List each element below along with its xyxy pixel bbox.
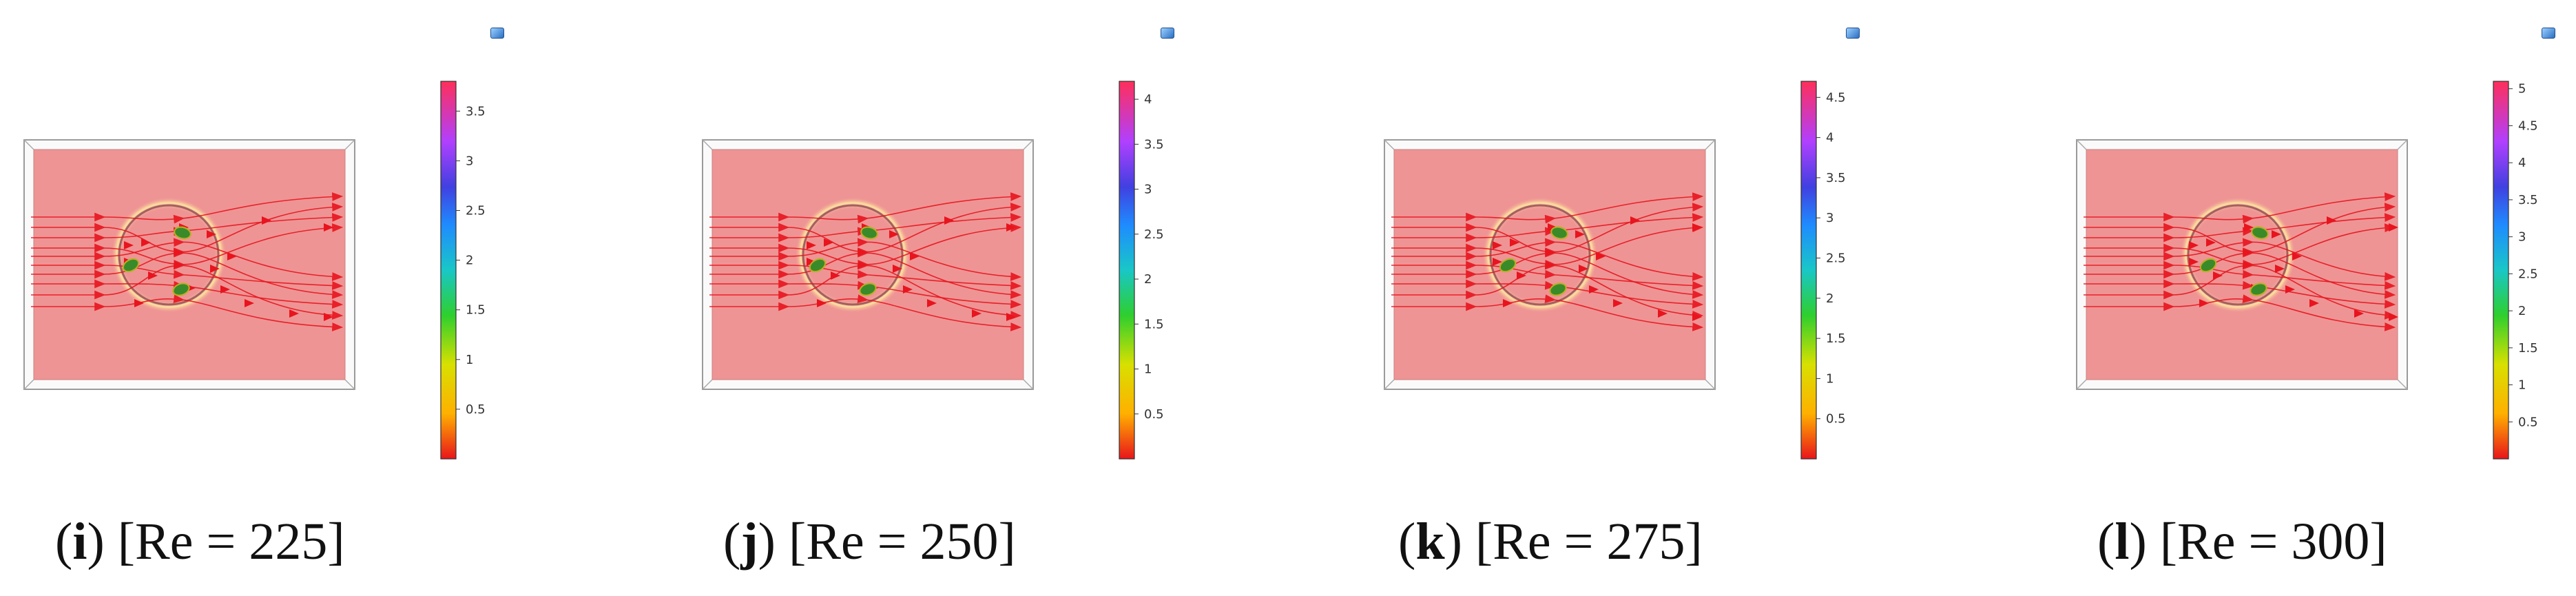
panel-caption: (j) [Re = 250] [723, 513, 1016, 571]
panel-l: 5 4.5 4 3.5 3 2.5 2 1.5 1 0.5 (l) [Re = 300] [2053, 0, 2576, 596]
particles [1499, 226, 1568, 296]
colorbar-tick-label: 2 [2518, 304, 2526, 318]
colorbar-tick-label: 2 [466, 254, 473, 268]
colorbar-tick-label: 1.5 [466, 303, 486, 318]
colorbar-tick-label: 3.5 [1144, 137, 1164, 152]
colorbar-tick-label: 0.5 [1826, 412, 1846, 427]
colorbar-tick-label: 1 [1144, 362, 1152, 377]
panel-k: 4.5 4 3.5 3 2.5 2 1.5 1 0.5 (k) [Re = 275] [1360, 0, 2004, 596]
view-cube-icon[interactable] [1846, 28, 1860, 39]
panel-caption: (k) [Re = 275] [1398, 513, 1703, 571]
colorbar-tick-label: 2.5 [466, 203, 486, 218]
colorbar [440, 81, 457, 460]
colorbar-tick-label: 0.5 [1144, 407, 1164, 422]
colorbar-tick-label: 3.5 [1826, 171, 1846, 185]
colorbar-tick-label: 4.5 [1826, 90, 1846, 105]
colorbar-tick-label: 1 [2518, 378, 2526, 393]
colorbar-tick-label: 2.5 [2518, 267, 2538, 281]
view-cube-icon[interactable] [1161, 28, 1174, 39]
view-cube-icon[interactable] [490, 28, 504, 39]
colorbar-tick-label: 1 [1826, 371, 1834, 386]
colorbar [2493, 81, 2509, 460]
colorbar-tick-label: 3.5 [2518, 193, 2538, 207]
colorbar-tick-label: 2 [1144, 272, 1152, 287]
streamline-plot: 4.5 4 3.5 3 2.5 2 1.5 1 0.5 [1384, 81, 1846, 460]
colorbar [1119, 81, 1135, 460]
colorbar-tick-label: 3.5 [466, 104, 486, 119]
colorbar-tick-label: 4 [1826, 131, 1834, 145]
colorbar-tick-label: 2 [1826, 291, 1834, 306]
panel-letter: i [72, 513, 87, 571]
colorbar-tick-label: 2.5 [1144, 227, 1164, 242]
colorbar-tick-label: 5 [2518, 82, 2526, 96]
colorbar-tick-label: 4.5 [2518, 119, 2538, 133]
reynolds-label: [Re = 275] [1475, 513, 1703, 571]
panel-caption: (l) [Re = 300] [2097, 513, 2387, 571]
colorbar-tick-label: 4 [1144, 92, 1152, 107]
particles [2199, 226, 2269, 296]
streamline-plot: 3.5 3 2.5 2 1.5 1 0.5 [23, 81, 486, 460]
colorbar-tick-label: 1.5 [1826, 331, 1846, 346]
panel-i: 3.5 3 2.5 2 1.5 1 0.5 (i) [Re = 225] [0, 0, 644, 596]
particles [809, 226, 878, 296]
panel-j: 4 3.5 3 2.5 2 1.5 1 0.5 (j) [Re = 250] [678, 0, 1322, 596]
panel-letter: k [1415, 513, 1445, 571]
reynolds-label: [Re = 225] [117, 513, 345, 571]
streamline-plot: 4 3.5 3 2.5 2 1.5 1 0.5 [702, 81, 1164, 460]
reynolds-label: [Re = 250] [788, 513, 1016, 571]
particles [122, 226, 191, 296]
colorbar-tick-label: 1.5 [2518, 341, 2538, 356]
colorbar-tick-label: 1.5 [1144, 317, 1164, 331]
colorbar [1800, 81, 1817, 460]
panel-caption: (i) [Re = 225] [55, 513, 345, 571]
view-cube-icon[interactable] [2542, 28, 2555, 39]
reynolds-label: [Re = 300] [2159, 513, 2387, 571]
panel-letter: j [740, 513, 758, 571]
colorbar-tick-label: 3 [1144, 183, 1152, 197]
streamline-plot: 5 4.5 4 3.5 3 2.5 2 1.5 1 0.5 [2076, 81, 2538, 460]
colorbar-tick-label: 2.5 [1826, 251, 1846, 266]
colorbar-tick-label: 0.5 [2518, 415, 2538, 429]
colorbar-tick-label: 3 [2518, 230, 2526, 245]
colorbar-tick-label: 4 [2518, 156, 2526, 170]
colorbar-tick-label: 3 [1826, 211, 1834, 225]
panel-letter: l [2115, 513, 2130, 571]
colorbar-tick-label: 3 [466, 154, 473, 168]
colorbar-tick-label: 0.5 [466, 402, 486, 417]
colorbar-tick-label: 1 [466, 353, 473, 367]
